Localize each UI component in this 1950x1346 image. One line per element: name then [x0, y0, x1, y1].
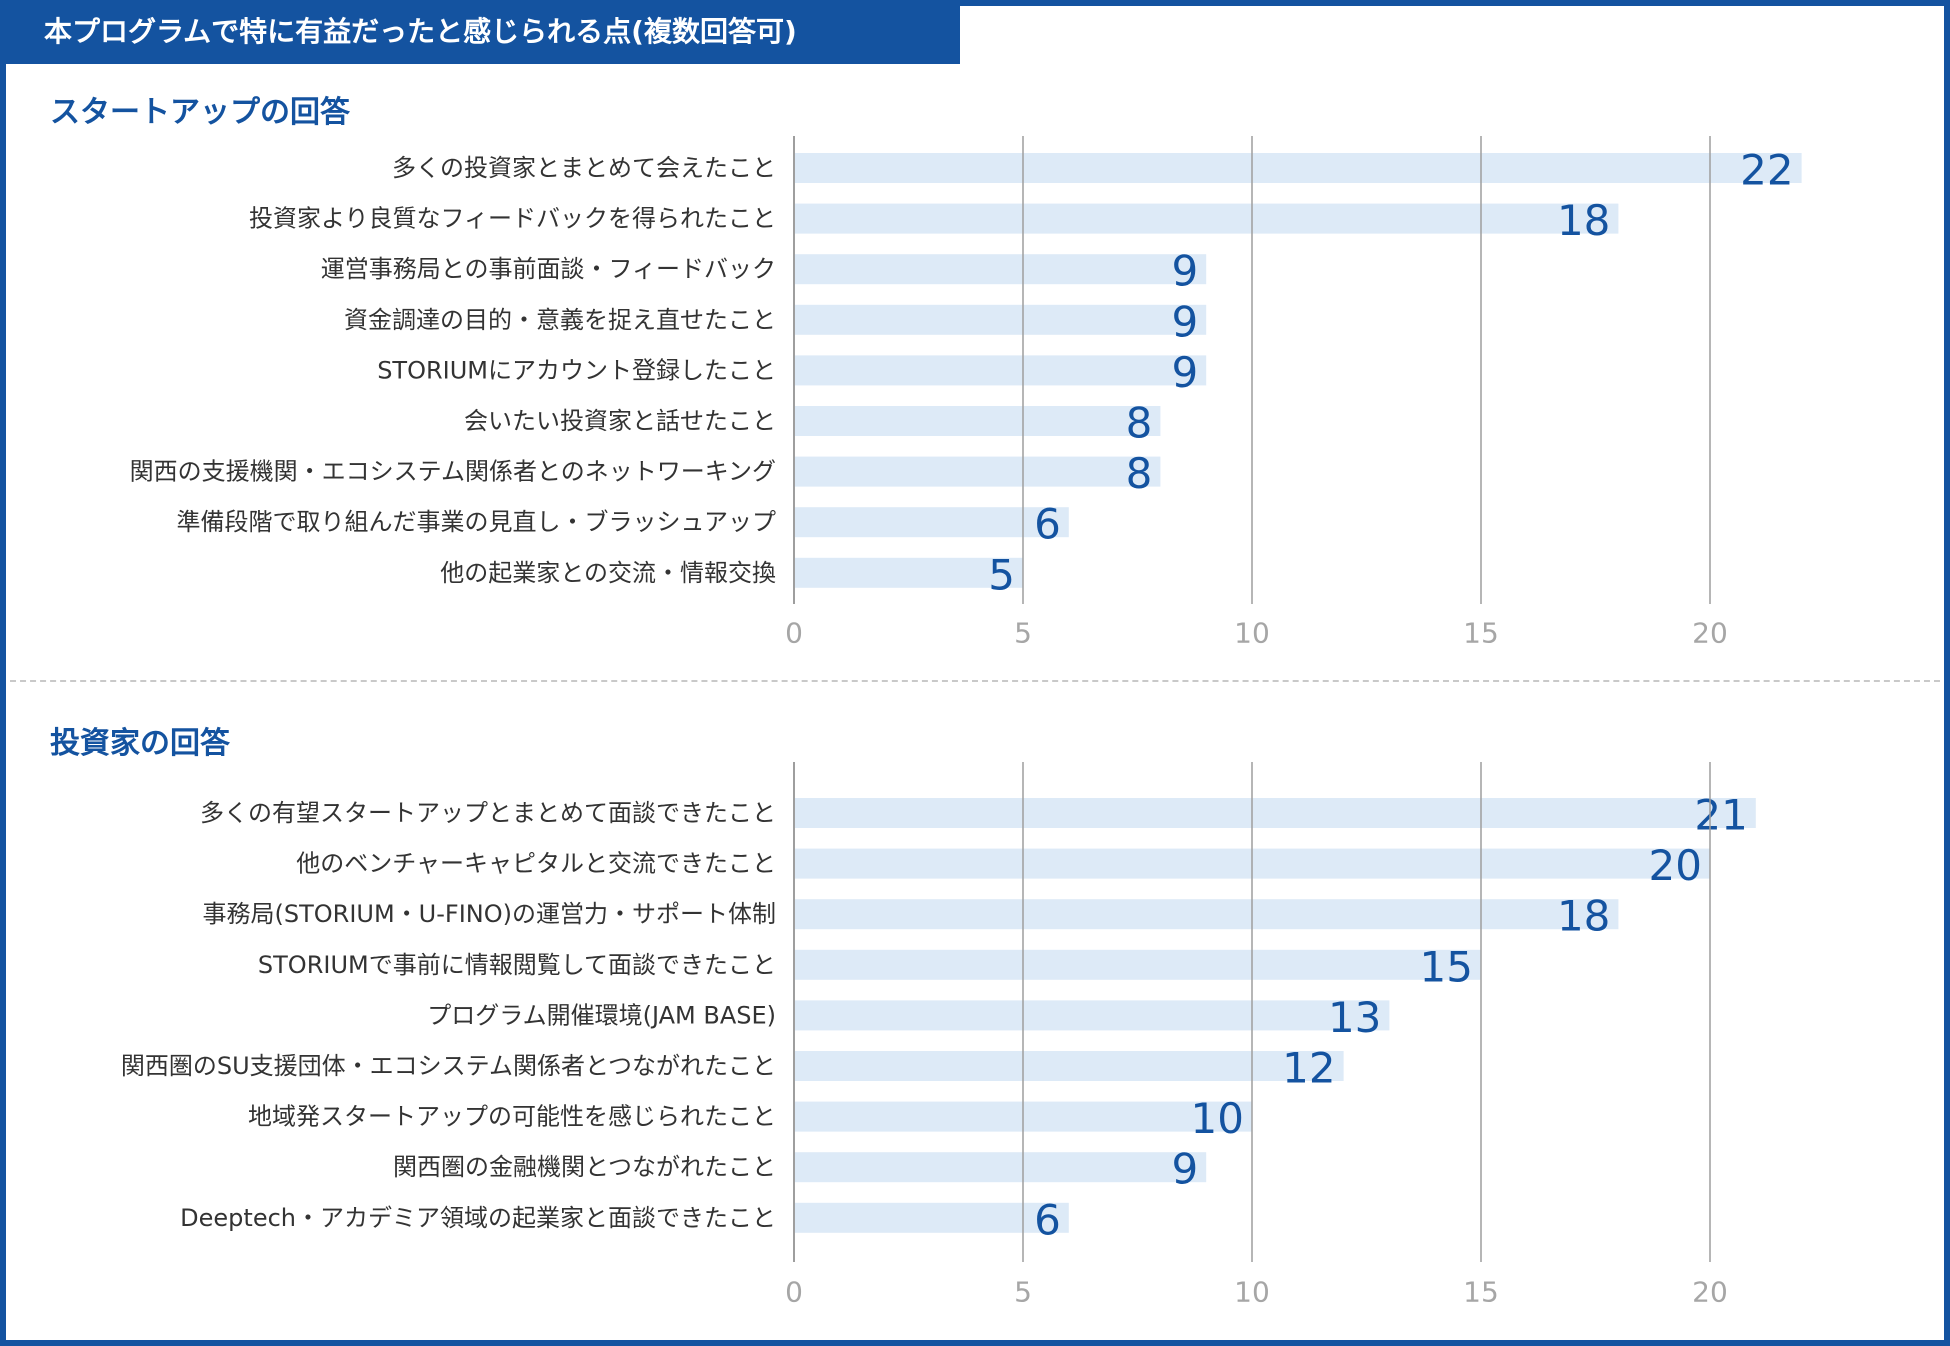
tick-label-0-1: 5	[1014, 617, 1032, 650]
category-label-0-3: 資金調達の目的・意義を捉え直せたこと	[344, 306, 776, 334]
header-title: 本プログラムで特に有益だったと感じられる点(複数回答可)	[44, 15, 797, 48]
value-label-1-4: 13	[1328, 993, 1381, 1042]
category-label-1-5: 関西圏のSU支援団体・エコシステム関係者とつながれたこと	[121, 1052, 776, 1080]
category-label-0-2: 運営事務局との事前面談・フィードバック	[321, 255, 776, 283]
category-label-0-4: STORIUMにアカウント登録したこと	[377, 356, 776, 384]
category-label-1-8: Deeptech・アカデミア領域の起業家と面談できたこと	[180, 1204, 776, 1232]
category-label-0-8: 他の起業家との交流・情報交換	[440, 559, 776, 587]
value-label-0-5: 8	[1126, 399, 1153, 448]
category-label-0-0: 多くの投資家とまとめて会えたこと	[392, 154, 776, 182]
value-label-0-8: 5	[988, 550, 1015, 599]
tick-label-0-2: 10	[1234, 617, 1270, 650]
section-divider	[10, 680, 1940, 682]
bar-1-5	[794, 1051, 1344, 1081]
bar-1-7	[794, 1152, 1207, 1183]
category-label-0-7: 準備段階で取り組んだ事業の見直し・ブラッシュアップ	[176, 508, 776, 536]
tick-label-0-0: 0	[785, 617, 803, 650]
value-label-0-1: 18	[1557, 196, 1610, 245]
value-label-1-3: 15	[1420, 942, 1473, 991]
tick-label-0-4: 20	[1692, 617, 1728, 650]
value-label-0-6: 8	[1126, 449, 1153, 498]
bar-0-3	[794, 304, 1207, 335]
category-label-0-6: 関西の支援機関・エコシステム関係者とのネットワーキング	[130, 458, 776, 486]
bar-1-0	[794, 798, 1756, 828]
category-label-1-2: 事務局(STORIUM・U-FINO)の運営力・サポート体制	[203, 900, 777, 928]
bar-1-4	[794, 1000, 1390, 1031]
bar-0-2	[794, 254, 1207, 285]
value-label-0-4: 9	[1171, 348, 1198, 397]
category-label-1-7: 関西圏の金融機関とつながれたこと	[393, 1153, 776, 1181]
value-label-1-1: 20	[1649, 841, 1702, 890]
tick-label-1-3: 15	[1463, 1276, 1499, 1309]
startup-section-title: スタートアップの回答	[50, 95, 350, 130]
value-label-0-2: 9	[1171, 247, 1198, 296]
header-bar: 本プログラムで特に有益だったと感じられる点(複数回答可)	[0, 0, 960, 64]
bar-0-4	[794, 355, 1207, 386]
startup-bar-chart: 多くの投資家とまとめて会えたこと 22 投資家より良質なフィードバックを得られたこと…	[130, 136, 1802, 650]
value-label-1-5: 12	[1282, 1044, 1335, 1093]
bar-1-8	[794, 1202, 1069, 1233]
tick-label-1-4: 20	[1692, 1276, 1728, 1309]
category-label-1-1: 他のベンチャーキャピタルと交流できたこと	[296, 850, 776, 878]
tick-label-0-3: 15	[1463, 617, 1499, 650]
value-label-0-3: 9	[1171, 297, 1198, 346]
value-label-0-7: 6	[1034, 500, 1061, 549]
bar-0-6	[794, 456, 1161, 487]
tick-label-1-2: 10	[1234, 1276, 1270, 1309]
bar-0-8	[794, 557, 1023, 588]
value-label-1-7: 9	[1171, 1145, 1198, 1194]
category-label-0-1: 投資家より良質なフィードバックを得られたこと	[249, 205, 776, 233]
tick-label-1-1: 5	[1014, 1276, 1032, 1309]
value-label-1-6: 10	[1191, 1094, 1244, 1143]
value-label-0-0: 22	[1740, 146, 1793, 195]
category-label-0-5: 会いたい投資家と話せたこと	[464, 407, 776, 435]
bar-0-0	[794, 153, 1802, 183]
value-label-1-8: 6	[1034, 1195, 1061, 1244]
bar-1-2	[794, 899, 1619, 930]
category-label-1-3: STORIUMで事前に情報閲覧して面談できたこと	[258, 951, 776, 979]
bar-1-3	[794, 949, 1481, 980]
value-label-1-0: 21	[1694, 791, 1747, 840]
category-label-1-4: プログラム開催環境(JAM BASE)	[427, 1001, 776, 1029]
value-label-1-2: 18	[1557, 892, 1610, 941]
bar-0-5	[794, 406, 1161, 436]
investor-section-title: 投資家の回答	[50, 726, 230, 761]
category-label-1-6: 地域発スタートアップの可能性を感じられたこと	[248, 1103, 776, 1131]
category-label-1-0: 多くの有望スタートアップとまとめて面談できたこと	[200, 799, 776, 827]
tick-label-1-0: 0	[785, 1276, 803, 1309]
